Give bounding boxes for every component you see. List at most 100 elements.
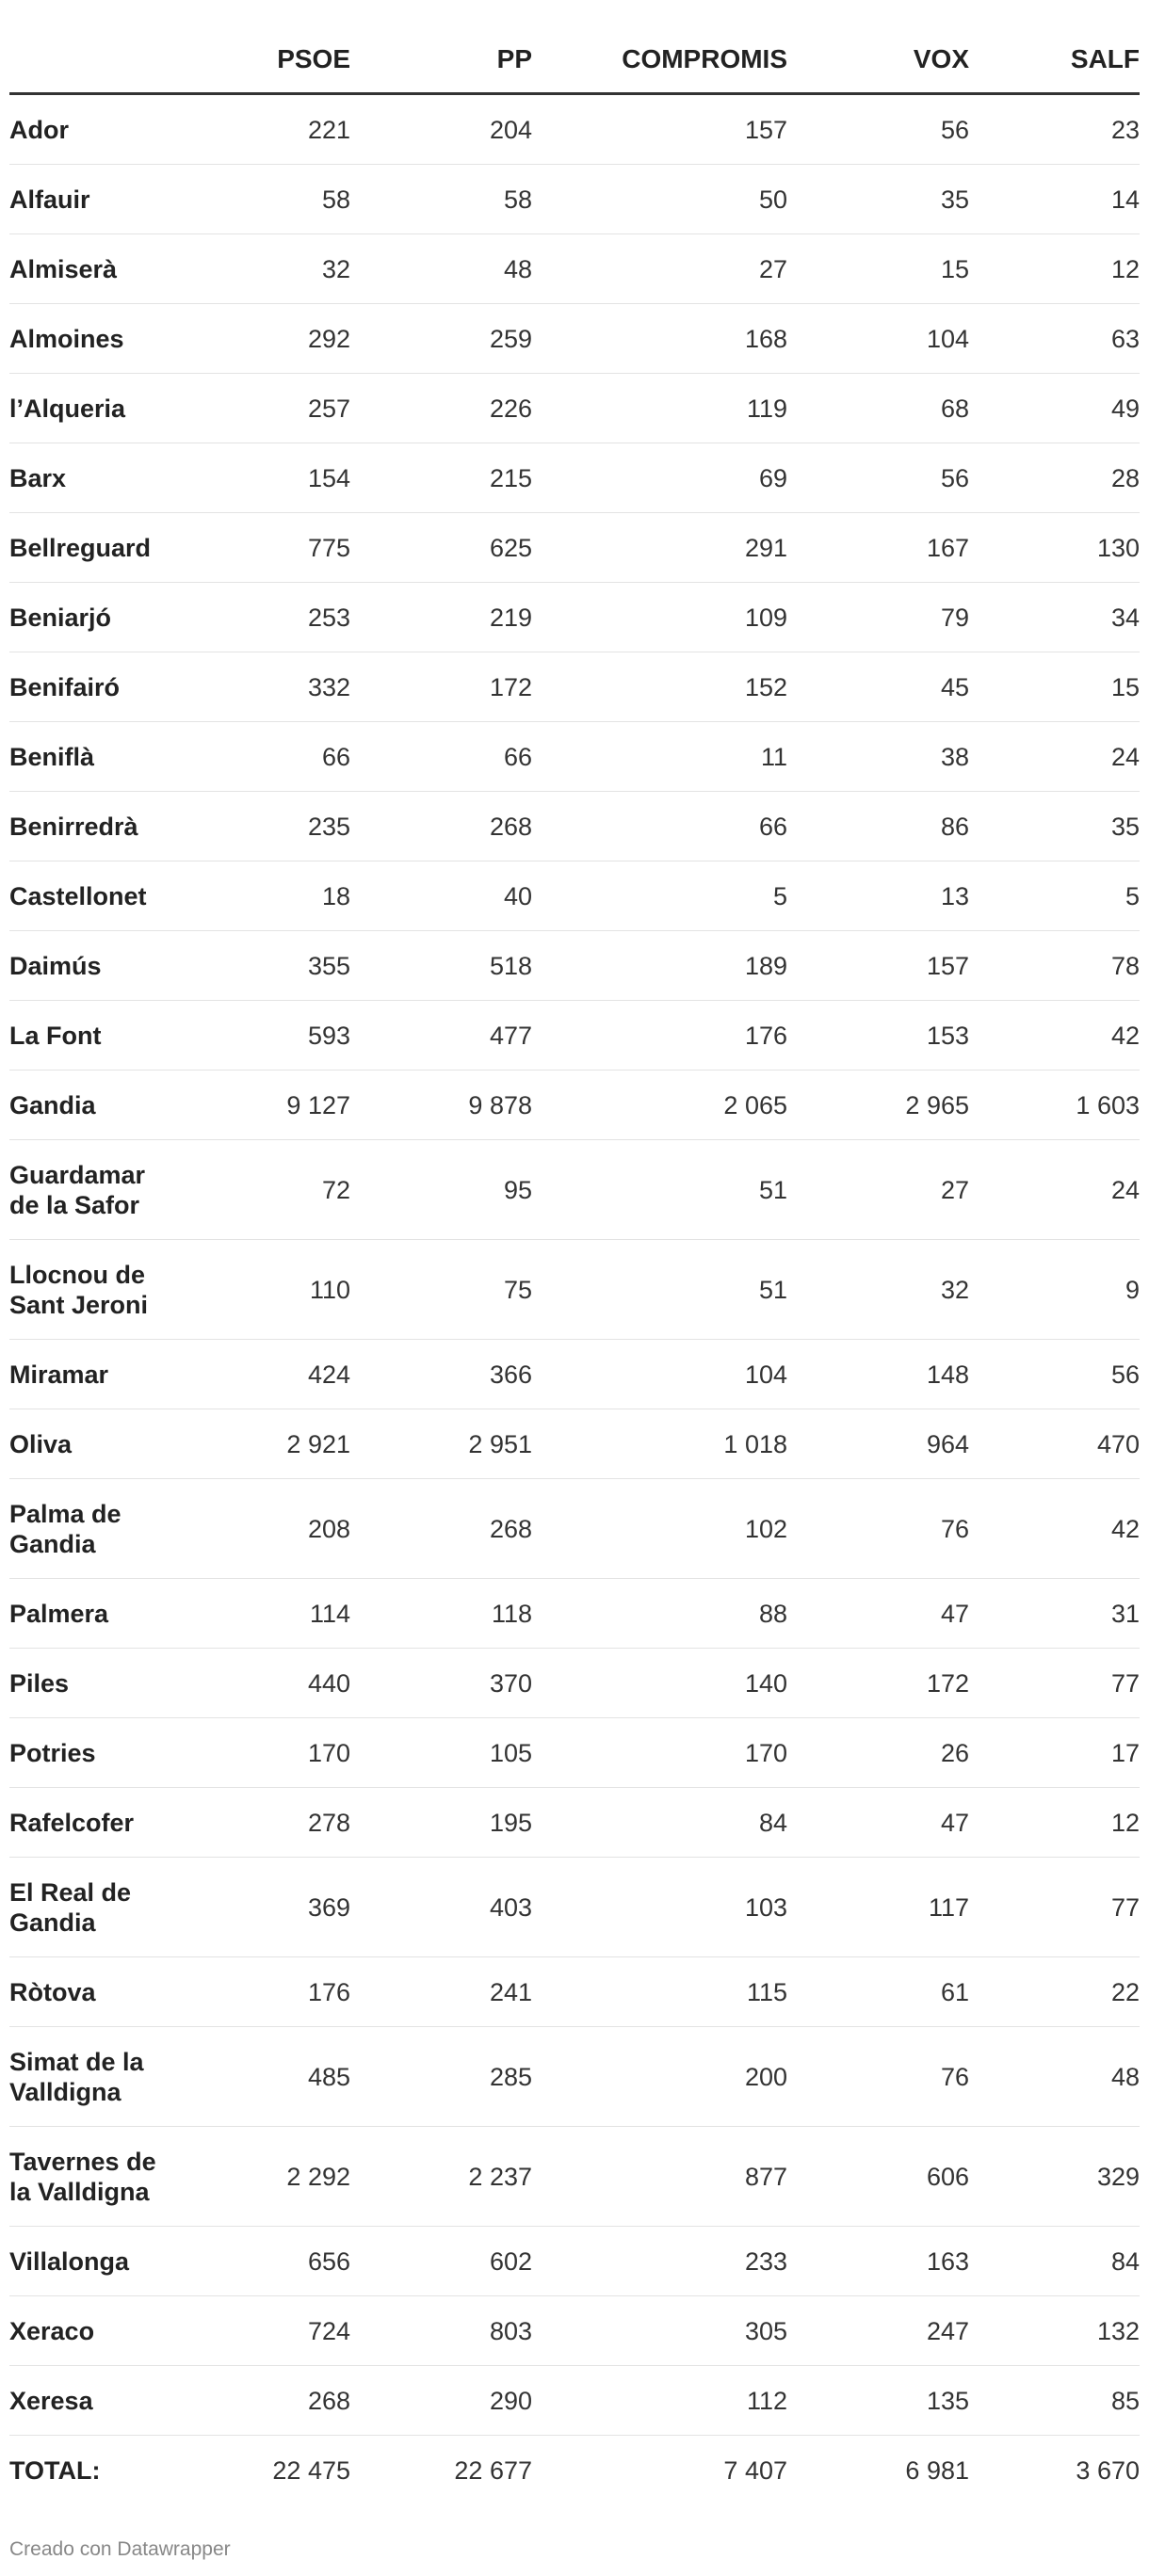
municipality-name-line: Piles <box>9 1668 70 1698</box>
vote-cell-compromis: 115 <box>532 1956 787 2027</box>
table-row: Daimús 355 518 189 157 78 <box>9 930 1140 1001</box>
vote-cell-compromis: 69 <box>532 443 787 513</box>
vote-cell-compromis: 102 <box>532 1478 787 1579</box>
total-row: TOTAL: 22 475 22 677 7 407 6 981 3 670 <box>9 2436 1140 2506</box>
vote-cell-salf: 329 <box>969 2126 1140 2227</box>
municipality-name-line: Palma de <box>9 1499 121 1528</box>
vote-cell-pp: 226 <box>350 373 532 443</box>
municipality-name-line: Llocnou de <box>9 1260 145 1289</box>
vote-cell-compromis: 305 <box>532 2295 787 2366</box>
vote-cell-vox: 104 <box>787 303 969 374</box>
vote-cell-compromis: 157 <box>532 93 787 165</box>
vote-cell-pp: 105 <box>350 1717 532 1788</box>
table-row: Beniarjó 253 219 109 79 34 <box>9 582 1140 652</box>
municipality-name-line: Oliva <box>9 1429 73 1458</box>
municipality-name: Daimús <box>9 930 188 1001</box>
municipality-name-line: Bellreguard <box>9 533 152 562</box>
table-row: Llocnou de Sant Jeroni 110 75 51 32 9 <box>9 1239 1140 1340</box>
municipality-name: Xeraco <box>9 2295 188 2366</box>
municipality-name-line: La Font <box>9 1021 102 1050</box>
vote-cell-psoe: 593 <box>188 1000 350 1071</box>
vote-cell-psoe: 9 127 <box>188 1070 350 1140</box>
vote-cell-pp: 625 <box>350 512 532 583</box>
table-row: Xeraco 724 803 305 247 132 <box>9 2295 1140 2366</box>
table-row: Palmera 114 118 88 47 31 <box>9 1578 1140 1649</box>
vote-cell-pp: 518 <box>350 930 532 1001</box>
vote-cell-compromis: 233 <box>532 2226 787 2296</box>
vote-cell-psoe: 355 <box>188 930 350 1001</box>
vote-cell-psoe: 110 <box>188 1239 350 1340</box>
vote-cell-compromis: 112 <box>532 2365 787 2436</box>
vote-cell-vox: 32 <box>787 1239 969 1340</box>
vote-cell-pp: 2 237 <box>350 2126 532 2227</box>
municipality-name: El Real de Gandia <box>9 1857 188 1957</box>
municipality-name: Rafelcofer <box>9 1787 188 1858</box>
municipality-name-line: Castellonet <box>9 881 147 910</box>
vote-cell-salf: 56 <box>969 1339 1140 1409</box>
vote-cell-psoe: 2 292 <box>188 2126 350 2227</box>
municipality-name: Palmera <box>9 1578 188 1649</box>
municipality-name: Barx <box>9 443 188 513</box>
vote-cell-pp: 195 <box>350 1787 532 1858</box>
municipality-name-line: Xeresa <box>9 2386 93 2415</box>
vote-cell-compromis: 5 <box>532 861 787 931</box>
vote-cell-compromis: 109 <box>532 582 787 652</box>
vote-cell-psoe: 257 <box>188 373 350 443</box>
municipality-name: Ador <box>9 93 188 165</box>
table-row: Almiserà 32 48 27 15 12 <box>9 233 1140 304</box>
vote-cell-pp: 172 <box>350 652 532 722</box>
municipality-name: Beniflà <box>9 721 188 792</box>
municipality-name-line: Daimús <box>9 951 102 980</box>
municipality-name-line: Ador <box>9 115 69 144</box>
table-row: Palma de Gandia 208 268 102 76 42 <box>9 1478 1140 1579</box>
municipality-name-line: Almiserà <box>9 254 118 283</box>
table-row: Gandia 9 127 9 878 2 065 2 965 1 603 <box>9 1070 1140 1140</box>
table-row: Almoines 292 259 168 104 63 <box>9 303 1140 374</box>
vote-cell-salf: 1 603 <box>969 1070 1140 1140</box>
vote-cell-vox: 76 <box>787 2026 969 2127</box>
vote-cell-salf: 17 <box>969 1717 1140 1788</box>
municipality-name: Almiserà <box>9 233 188 304</box>
table-row: Ròtova 176 241 115 61 22 <box>9 1956 1140 2027</box>
vote-cell-psoe: 292 <box>188 303 350 374</box>
vote-cell-vox: 172 <box>787 1648 969 1718</box>
vote-cell-psoe: 775 <box>188 512 350 583</box>
vote-cell-psoe: 170 <box>188 1717 350 1788</box>
municipality-name-line: Barx <box>9 463 67 492</box>
vote-cell-vox: 56 <box>787 93 969 165</box>
table-row: Bellreguard 775 625 291 167 130 <box>9 512 1140 583</box>
vote-cell-vox: 47 <box>787 1787 969 1858</box>
vote-cell-salf: 84 <box>969 2226 1140 2296</box>
vote-cell-compromis: 200 <box>532 2026 787 2127</box>
vote-cell-pp: 366 <box>350 1339 532 1409</box>
vote-cell-psoe: 154 <box>188 443 350 513</box>
vote-cell-salf: 22 <box>969 1956 1140 2027</box>
vote-cell-pp: 118 <box>350 1578 532 1649</box>
column-header-vox: VOX <box>787 26 969 95</box>
vote-cell-compromis: 170 <box>532 1717 787 1788</box>
vote-cell-vox: 117 <box>787 1857 969 1957</box>
municipality-name: Bellreguard <box>9 512 188 583</box>
table-row: Simat de la Valldigna 485 285 200 76 48 <box>9 2026 1140 2127</box>
municipality-name-line: El Real de <box>9 1877 132 1907</box>
column-header-psoe: PSOE <box>188 26 350 95</box>
table-row: Miramar 424 366 104 148 56 <box>9 1339 1140 1409</box>
table-row: Villalonga 656 602 233 163 84 <box>9 2226 1140 2296</box>
vote-cell-psoe: 114 <box>188 1578 350 1649</box>
vote-cell-pp: 803 <box>350 2295 532 2366</box>
vote-cell-vox: 148 <box>787 1339 969 1409</box>
vote-cell-pp: 66 <box>350 721 532 792</box>
vote-cell-compromis: 11 <box>532 721 787 792</box>
table-row: El Real de Gandia 369 403 103 117 77 <box>9 1857 1140 1957</box>
total-label: TOTAL: <box>9 2455 101 2485</box>
vote-cell-compromis: 50 <box>532 164 787 234</box>
vote-cell-compromis: 2 065 <box>532 1070 787 1140</box>
municipality-name-line: Beniflà <box>9 742 95 771</box>
municipality-name-line: Beniarjó <box>9 603 112 632</box>
municipality-name: Piles <box>9 1648 188 1718</box>
municipality-name: Gandia <box>9 1070 188 1140</box>
table-header: PSOE PP COMPROMIS VOX SALF <box>9 26 1140 95</box>
vote-cell-salf: 77 <box>969 1648 1140 1718</box>
municipality-name: Miramar <box>9 1339 188 1409</box>
